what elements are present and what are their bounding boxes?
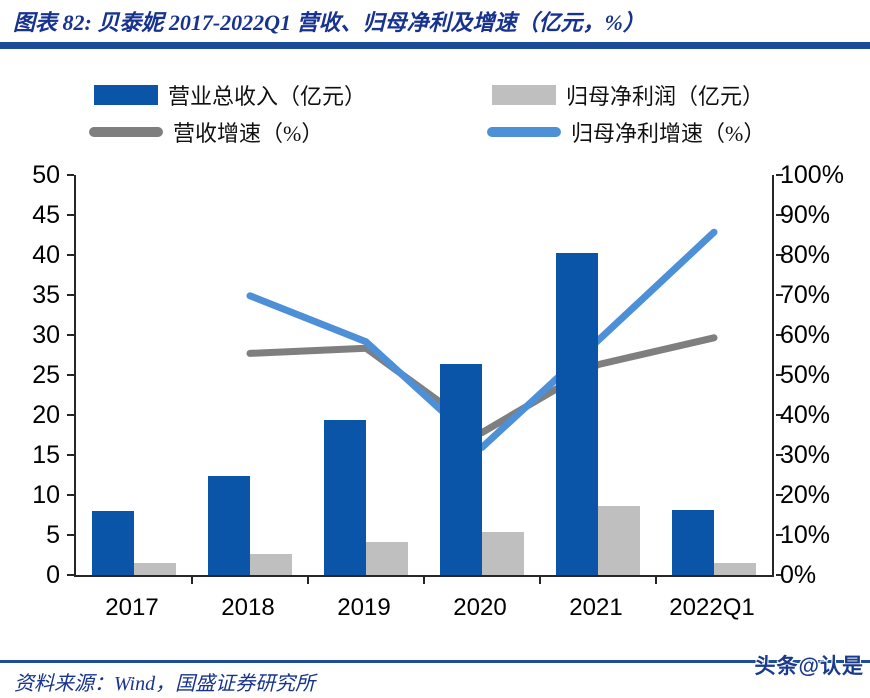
x-axis-label: 2017 bbox=[105, 594, 159, 621]
bar-net-profit-2019 bbox=[366, 542, 408, 575]
footer-divider bbox=[0, 660, 870, 663]
legend-item-revenue-growth: 营收增速（%） bbox=[89, 117, 323, 147]
x-axis-label: 2020 bbox=[453, 594, 507, 621]
x-axis-label: 2018 bbox=[221, 594, 275, 621]
left-axis-label: 20 bbox=[32, 401, 60, 429]
x-axis-tick bbox=[191, 577, 193, 584]
x-axis-tick bbox=[539, 577, 541, 584]
right-axis-label: 20% bbox=[780, 481, 831, 509]
right-axis-tick bbox=[776, 214, 783, 216]
left-axis-tick bbox=[67, 374, 74, 376]
right-axis-tick bbox=[776, 334, 783, 336]
bar-net-profit-2017 bbox=[134, 563, 176, 575]
left-axis-label: 50 bbox=[32, 161, 60, 189]
right-axis-tick bbox=[776, 574, 783, 576]
right-axis-tick bbox=[776, 254, 783, 256]
bar-revenue-2020 bbox=[440, 363, 482, 575]
bar-net-profit-2018 bbox=[250, 554, 292, 575]
left-axis-tick bbox=[67, 214, 74, 216]
figure-title: 图表 82: 贝泰妮 2017-2022Q1 营收、归母净利及增速（亿元，%） bbox=[13, 10, 645, 35]
left-axis-label: 35 bbox=[32, 281, 60, 309]
left-axis-label: 45 bbox=[32, 201, 60, 229]
source-note: 资料来源：Wind，国盛证券研究所 bbox=[14, 673, 316, 695]
right-axis-label: 100% bbox=[780, 161, 844, 189]
right-axis-tick bbox=[776, 414, 783, 416]
left-axis-tick bbox=[67, 254, 74, 256]
plot-area bbox=[67, 174, 783, 584]
left-axis-tick bbox=[67, 294, 74, 296]
net-profit-bar-swatch-icon bbox=[492, 85, 556, 105]
x-axis-tick bbox=[307, 577, 309, 584]
x-axis-label: 2019 bbox=[337, 594, 391, 621]
x-axis-label: 2022Q1 bbox=[669, 594, 755, 621]
right-axis-tick bbox=[776, 174, 783, 176]
watermark: 头条@认是 bbox=[754, 655, 864, 678]
legend-item-net-profit-growth: 归母净利增速（%） bbox=[487, 117, 765, 147]
net-profit-growth-line-swatch-icon bbox=[487, 127, 561, 137]
right-axis-label: 60% bbox=[780, 321, 831, 349]
right-axis-tick bbox=[776, 494, 783, 496]
left-axis-label: 30 bbox=[32, 321, 60, 349]
right-axis-label: 50% bbox=[780, 361, 831, 389]
bar-revenue-2017 bbox=[92, 511, 134, 575]
right-axis-label: 70% bbox=[780, 281, 831, 309]
right-axis-label: 0% bbox=[780, 561, 817, 589]
left-axis-label: 10 bbox=[32, 481, 60, 509]
revenue-growth-line-swatch-icon bbox=[89, 127, 163, 137]
line-net-profit-growth bbox=[246, 228, 718, 451]
legend-label: 归母净利增速（%） bbox=[571, 121, 766, 146]
right-axis-label: 80% bbox=[780, 241, 831, 269]
left-axis-tick bbox=[67, 454, 74, 456]
left-axis-tick bbox=[67, 494, 74, 496]
right-axis-tick bbox=[776, 454, 783, 456]
right-axis-tick bbox=[776, 534, 783, 536]
left-axis-tick bbox=[67, 174, 74, 176]
left-axis-tick bbox=[67, 334, 74, 336]
left-axis-label: 25 bbox=[32, 361, 60, 389]
right-axis-tick bbox=[776, 374, 783, 376]
left-axis-label: 40 bbox=[32, 241, 60, 269]
bar-revenue-2022Q1 bbox=[672, 510, 714, 575]
left-axis-label: 0 bbox=[46, 561, 60, 589]
legend-label: 营业总收入（亿元） bbox=[168, 84, 367, 109]
bar-revenue-2021 bbox=[556, 253, 598, 575]
bar-net-profit-2022Q1 bbox=[714, 563, 756, 575]
right-axis-tick bbox=[776, 294, 783, 296]
right-axis-label: 10% bbox=[780, 521, 831, 549]
bar-revenue-2019 bbox=[324, 419, 366, 575]
bar-net-profit-2020 bbox=[482, 531, 524, 575]
legend-label: 归母净利润（亿元） bbox=[566, 84, 765, 109]
left-axis-label: 5 bbox=[46, 521, 60, 549]
right-axis-label: 90% bbox=[780, 201, 831, 229]
title-divider bbox=[0, 42, 870, 49]
line-revenue-growth bbox=[246, 334, 718, 437]
bar-net-profit-2021 bbox=[598, 506, 640, 575]
legend-item-net-profit: 归母净利润（亿元） bbox=[492, 80, 764, 110]
x-axis-tick bbox=[423, 577, 425, 584]
left-axis-tick bbox=[67, 534, 74, 536]
left-axis-tick bbox=[67, 574, 74, 576]
bar-revenue-2018 bbox=[208, 475, 250, 575]
growth-lines-layer bbox=[246, 228, 718, 451]
revenue-bar-swatch-icon bbox=[94, 85, 158, 105]
right-axis-label: 40% bbox=[780, 401, 831, 429]
legend-item-revenue: 营业总收入（亿元） bbox=[94, 80, 366, 110]
x-axis-tick bbox=[655, 577, 657, 584]
left-axis-label: 15 bbox=[32, 441, 60, 469]
left-axis-tick bbox=[67, 414, 74, 416]
x-axis-label: 2021 bbox=[569, 594, 623, 621]
legend-label: 营收增速（%） bbox=[173, 121, 324, 146]
right-axis-label: 30% bbox=[780, 441, 831, 469]
